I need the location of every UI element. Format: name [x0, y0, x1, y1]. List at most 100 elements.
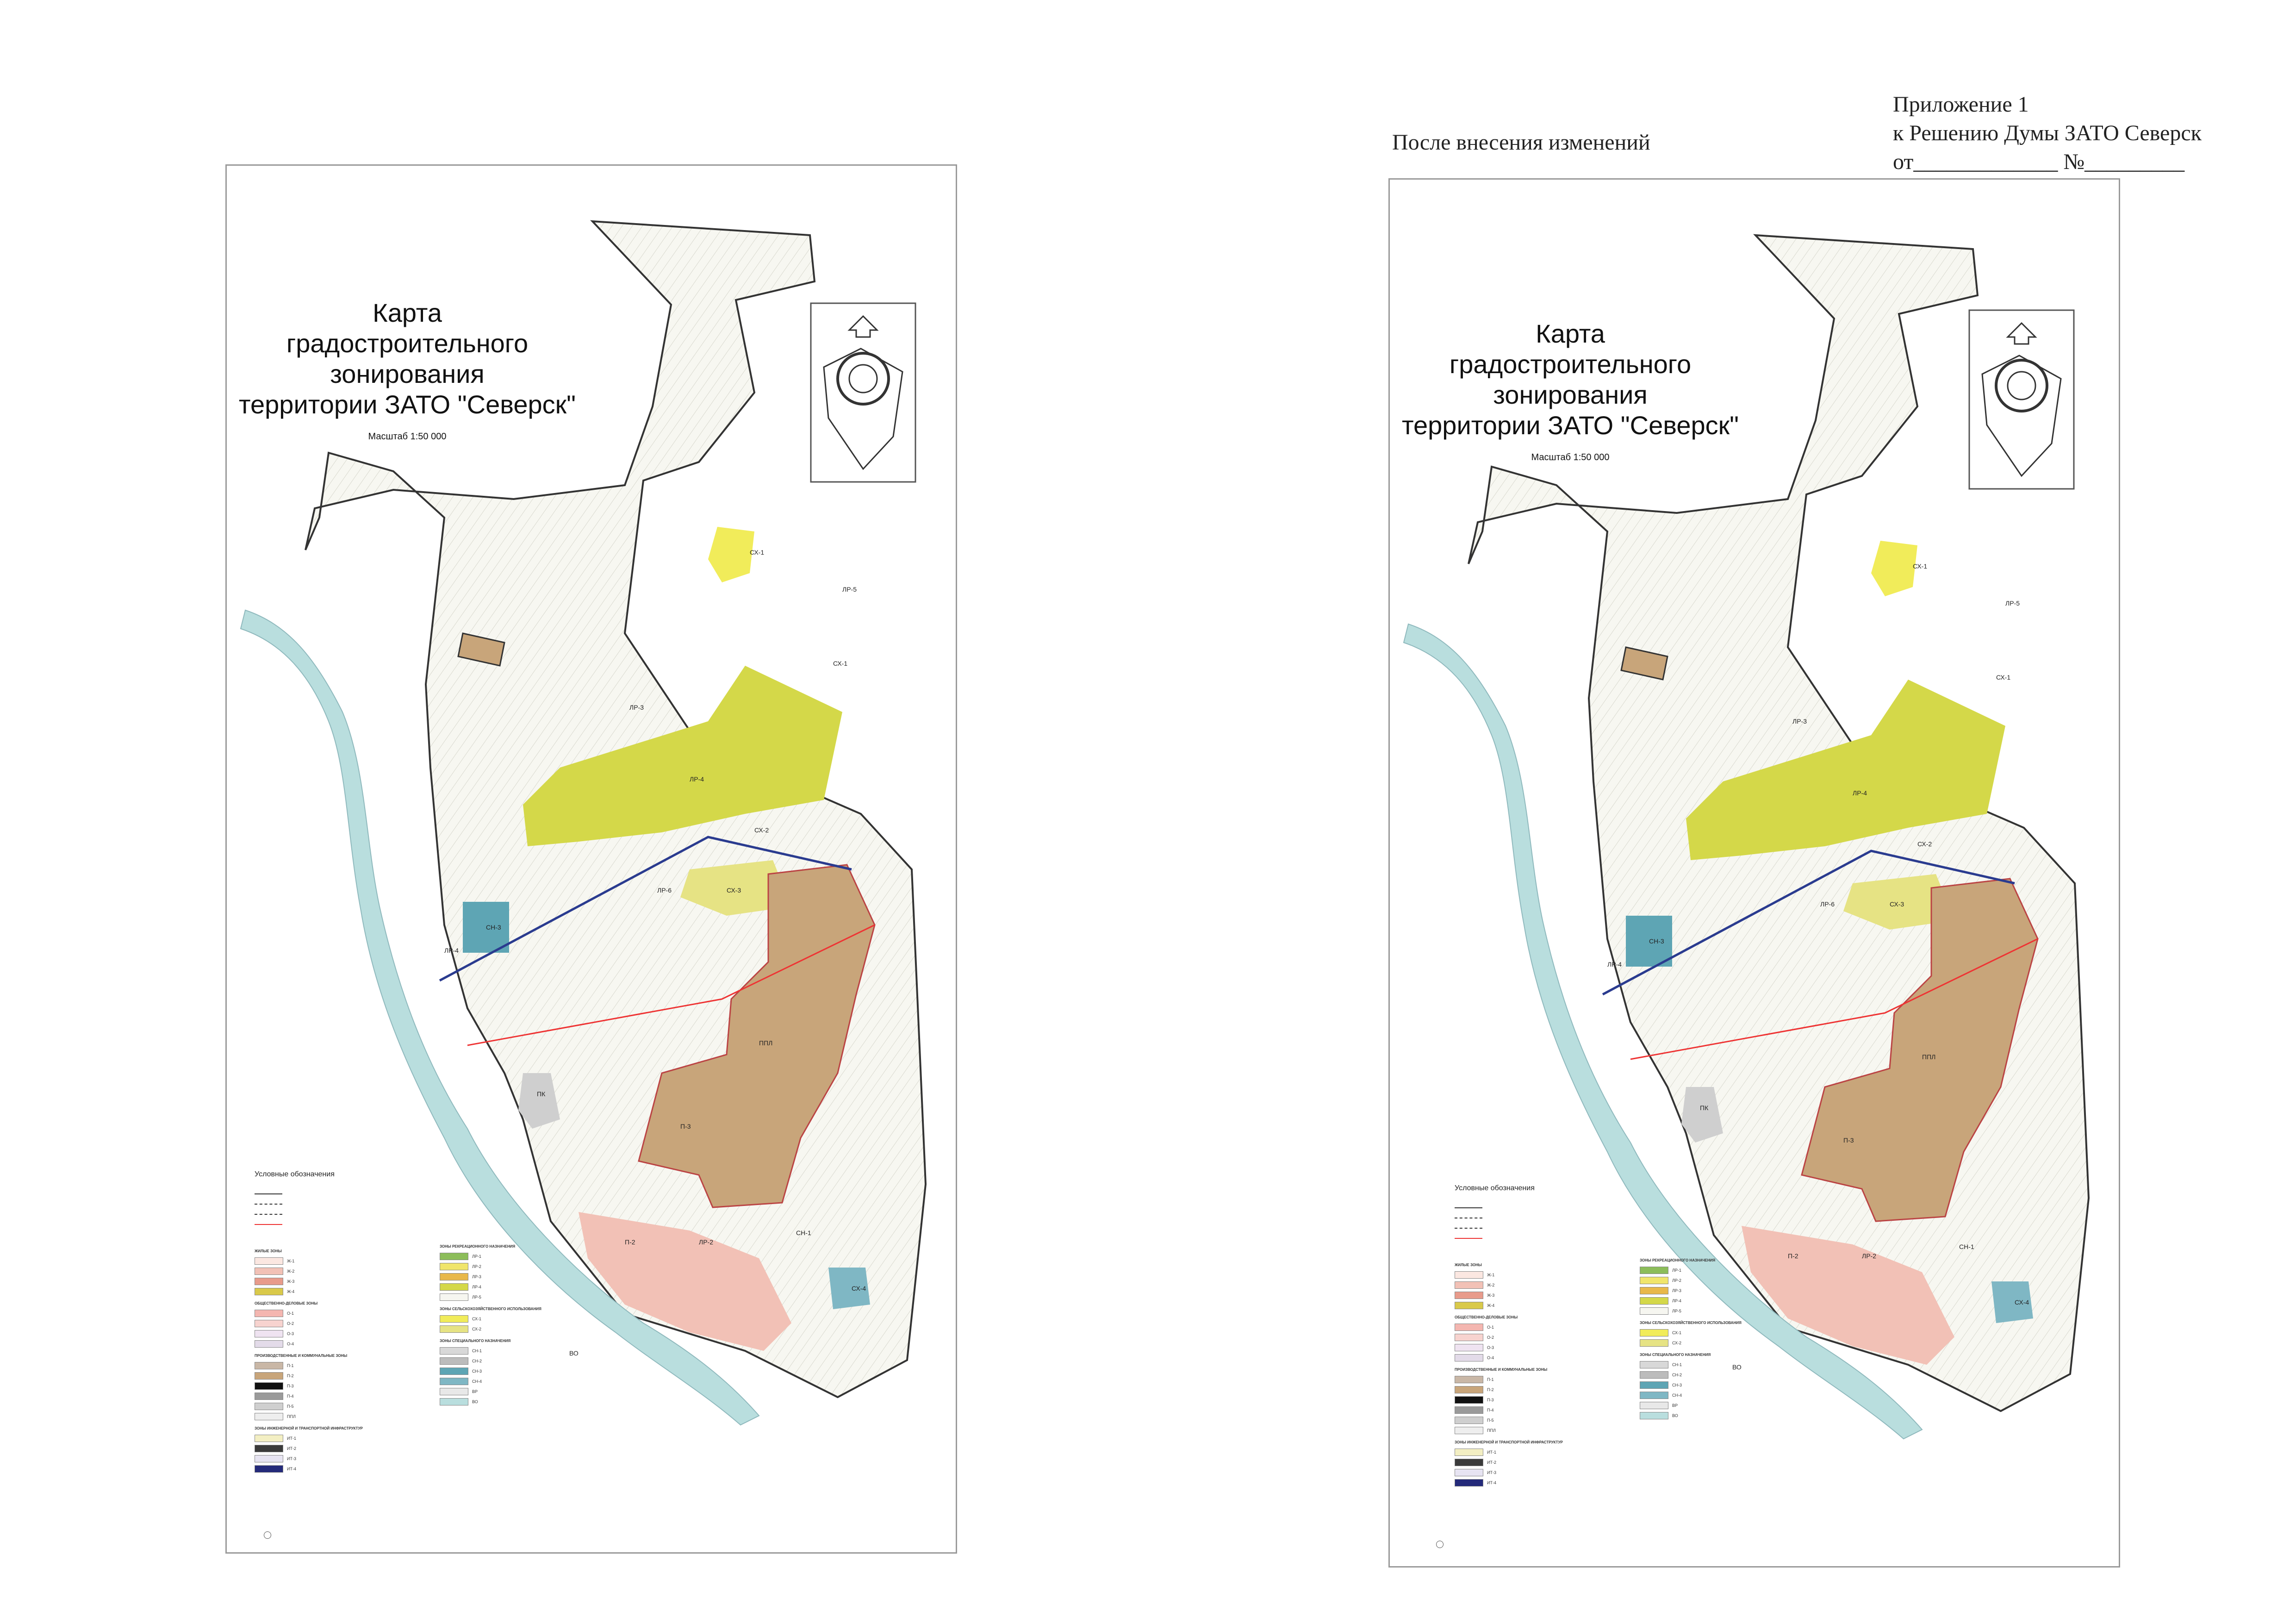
legend-code: ИТ-2: [287, 1446, 296, 1451]
legend-swatch: [255, 1320, 283, 1327]
legend-code: ЛР-5: [1672, 1309, 1681, 1313]
legend-item-pipeline: [1455, 1223, 1649, 1233]
map-scale: Масштаб 1:50 000: [368, 431, 447, 442]
legend-item: ИТ-3: [1455, 1468, 1649, 1478]
legend-swatch: [440, 1273, 468, 1280]
zoning-map-before: ЛР-5 СХ-1 ЛР-4 ЛР-3 СХ-2 СХ-3 ЛР-6 СН-3 ЛР-4 ППЛ П…: [240, 220, 927, 1426]
legend-swatch: [1455, 1469, 1483, 1476]
legend-code: П-2: [287, 1374, 294, 1378]
legend-title: Условные обозначения: [1455, 1184, 1535, 1192]
after-changes-note: После внесения изменений: [1392, 130, 1650, 155]
zone-sx1-north: [1871, 541, 1917, 596]
zone-code-label: ЛР-5: [2005, 600, 2020, 607]
legend-item: ИТ-4: [255, 1464, 449, 1474]
legend-item: ЛР-1: [440, 1251, 634, 1262]
legend-code: ВО: [1672, 1413, 1678, 1418]
legend-swatch: [255, 1268, 283, 1275]
zoning-map-after: ЛР-5 СХ-1 ЛР-4 ЛР-3 СХ-2 СХ-3 ЛР-6 СН-3 ЛР-4 ППЛ П…: [1403, 234, 2090, 1440]
legend-code: СН-1: [1672, 1362, 1682, 1367]
legend-item: Ж-1: [1455, 1270, 1649, 1280]
legend-code: ИТ-3: [287, 1456, 296, 1461]
legend-item: СН-3: [1640, 1380, 1834, 1390]
legend-swatch: [440, 1347, 468, 1355]
legend-swatch: [255, 1310, 283, 1317]
legend-swatch: [1455, 1417, 1483, 1424]
legend-item-zato-boundary: [1455, 1203, 1649, 1213]
legend-swatch: [440, 1263, 468, 1270]
legend-swatch: [1455, 1344, 1483, 1351]
legend-code: СХ-1: [1672, 1330, 1681, 1335]
legend-swatch: [1455, 1271, 1483, 1279]
legend-item: СН-1: [440, 1346, 634, 1356]
legend-code: ППЛ: [1487, 1428, 1496, 1433]
legend-item: О-3: [255, 1329, 449, 1339]
legend-swatch: [440, 1293, 468, 1301]
zone-code-label: П-2: [1788, 1252, 1798, 1260]
legend-swatch: [1455, 1449, 1483, 1456]
zone-code-label: ЛР-3: [1792, 718, 1807, 725]
legend-item-zato-boundary: [255, 1189, 449, 1199]
zone-code-label: СН-1: [796, 1229, 811, 1237]
legend-item: ИТ-3: [255, 1454, 449, 1464]
legend-item: П-3: [1455, 1395, 1649, 1405]
legend-code: ЛР-5: [472, 1295, 481, 1299]
legend-item: О-1: [255, 1308, 449, 1318]
zone-code-label: ЛР-5: [842, 586, 857, 593]
zone-code-label: СХ-1: [1913, 562, 1927, 570]
legend-swatch: [255, 1413, 283, 1420]
map-title-line-3: территории ЗАТО "Северск": [1401, 411, 1739, 440]
legend-code: Ж-3: [1487, 1293, 1495, 1298]
legend-swatch: [1455, 1281, 1483, 1289]
zone-code-label: ЛР-4: [690, 775, 704, 783]
river: [240, 609, 760, 1426]
zone-code-label: СХ-3: [1890, 900, 1904, 908]
legend-code: СН-2: [472, 1359, 482, 1363]
map-title-before: Карта градостроительного зонирования тер…: [231, 298, 583, 443]
legend-code: О-1: [287, 1311, 294, 1316]
legend-swatch: [255, 1362, 283, 1369]
legend-item: ВР: [1640, 1400, 1834, 1411]
map-title-line-1: Карта: [373, 298, 442, 327]
legend-swatch: [1640, 1392, 1668, 1399]
legend-group-title: Зоны рекреационного назначения: [1640, 1258, 1716, 1262]
zone-lr4-large: [1686, 680, 2005, 860]
legend-code: П-4: [1487, 1408, 1494, 1412]
zone-code-label: ПК: [537, 1090, 546, 1098]
legend-code: ВО: [472, 1399, 478, 1404]
legend-item: ИТ-4: [1455, 1478, 1649, 1488]
legend-swatch: [255, 1372, 283, 1380]
legend-swatch: [255, 1340, 283, 1348]
legend-code: ВР: [472, 1389, 478, 1394]
zone-sn4: [828, 1268, 870, 1309]
legend-group-title: Общественно-деловые зоны: [1455, 1315, 1518, 1319]
legend-swatch: [1455, 1427, 1483, 1434]
legend-swatch: [440, 1388, 468, 1395]
legend-code: ЛР-4: [1672, 1299, 1681, 1303]
sanitary-zone-red: [467, 924, 875, 1046]
zone-code-label: ЛР-2: [1862, 1252, 1876, 1260]
zone-code-label: ЛР-4: [444, 947, 459, 954]
legend-swatch: [1455, 1479, 1483, 1487]
sanitary-zone-red: [1630, 938, 2038, 1060]
legend-swatch: [1455, 1334, 1483, 1341]
legend-code: П-1: [287, 1363, 294, 1368]
zone-lr4-large: [523, 666, 842, 846]
legend-swatch: [1640, 1412, 1668, 1419]
legend-code: ИТ-4: [287, 1467, 296, 1471]
legend-code: Ж-3: [287, 1279, 295, 1284]
legend-swatch: [1640, 1371, 1668, 1379]
compass-rose: [810, 302, 916, 483]
zone-code-label: П-2: [625, 1238, 635, 1246]
legend-lines: [255, 1189, 449, 1230]
zone-code-label: СХ-4: [852, 1285, 866, 1292]
zone-code-label: СХ-2: [1917, 840, 1932, 848]
legend-item: СН-2: [440, 1356, 634, 1366]
zone-p2-plant: [1620, 646, 1668, 681]
zone-ppl: [638, 864, 876, 1208]
legend-item: Ж-3: [1455, 1290, 1649, 1300]
legend-item: П-3: [255, 1381, 449, 1391]
legend-group-title: Производственные и коммунальные зоны: [1455, 1368, 1548, 1372]
map-title-line-1: Карта: [1536, 319, 1605, 348]
legend-item: П-5: [1455, 1415, 1649, 1425]
zone-code-label: ВО: [569, 1349, 579, 1357]
